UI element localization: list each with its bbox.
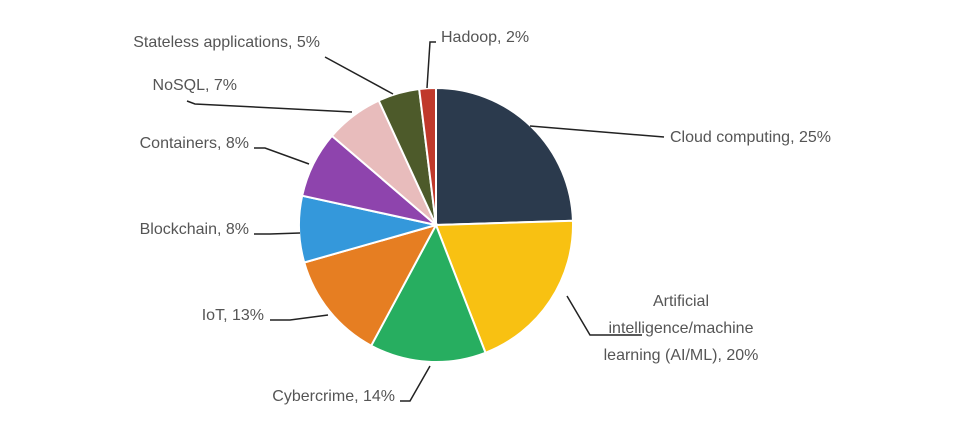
slice-label: Artificial intelligence/machine learning (… <box>604 293 759 364</box>
slice-label: IoT, 13% <box>202 307 264 324</box>
pie-labels: Cloud computing, 25% Artificial intelligen… <box>133 29 831 405</box>
leader-line <box>324 56 394 95</box>
slice-label: Containers, 8% <box>140 135 249 152</box>
slice-label: Blockchain, 8% <box>140 221 249 238</box>
pie-slice-hadoop <box>418 86 437 226</box>
leader-line <box>270 314 329 321</box>
slice-label: Stateless applications, 5% <box>133 34 320 51</box>
slice-label: Hadoop, 2% <box>441 29 529 46</box>
leader-line <box>426 41 436 89</box>
slice-label-line: intelligence/machine <box>609 320 754 337</box>
leader-line <box>254 232 301 235</box>
leader-line <box>566 295 642 336</box>
leader-line <box>400 365 431 402</box>
pie-slices <box>298 86 574 363</box>
slice-label-line: learning (AI/ML), 20% <box>604 347 759 364</box>
slice-label: Cybercrime, 14% <box>272 388 395 405</box>
slice-label: Cloud computing, 25% <box>670 129 831 146</box>
pie-leader-lines <box>186 41 665 402</box>
slice-label: NoSQL, 7% <box>153 77 237 94</box>
leader-line <box>254 147 310 165</box>
pie-slice-cybercrime <box>369 222 487 363</box>
pie-slice-iot <box>302 223 438 348</box>
pie-slice-cloud-computing <box>435 86 574 227</box>
leader-line <box>529 125 665 138</box>
pie-slice-artificial-intelligence-machine-learning-ai-ml <box>434 219 574 355</box>
slice-label-line: Artificial <box>653 293 709 310</box>
leader-line <box>186 100 353 113</box>
